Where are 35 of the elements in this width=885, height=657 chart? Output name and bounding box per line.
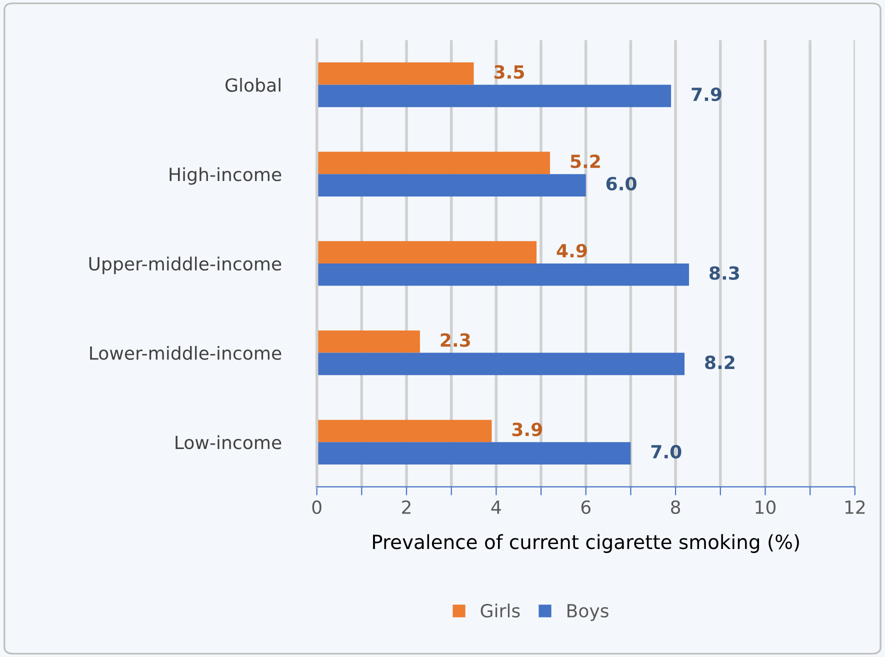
data-label: 7.9 [692,88,722,102]
x-tick-label: 10 [756,500,776,514]
x-tick-label: 8 [671,500,680,514]
bar [316,330,420,353]
bar [316,84,672,108]
bar [316,152,550,174]
bar [316,442,631,464]
y-tick-label: Low-income [176,435,282,450]
data-label: 8.2 [705,356,734,370]
y-tick-label: High-income [170,167,282,185]
data-label: 2.3 [440,333,470,347]
bar [316,420,492,442]
bar [316,241,537,264]
x-axis-title: Prevalence of current cigarette smoking (%) [373,534,799,553]
bar [316,62,474,85]
y-tick-label: Lower-middle-income [90,346,282,360]
x-tick-label: 0 [312,500,322,514]
bar [316,263,689,286]
data-label: 7.0 [651,444,682,459]
legend-label: Boys [568,604,608,622]
data-label: 5.2 [570,154,600,168]
y-tick-label: Upper-middle-income [89,256,282,274]
legend-label: Girls [480,604,520,618]
y-tick-label: Global [226,78,280,92]
x-tick-label: 2 [402,500,410,514]
data-label: 4.9 [556,244,587,258]
bar [316,174,586,196]
x-tick-label: 4 [491,500,501,514]
data-label: 3.5 [494,65,524,79]
x-tick-label: 12 [845,500,865,514]
data-label: 3.9 [512,422,542,436]
data-label: 6.0 [606,176,636,191]
bar [316,352,685,376]
data-label: 8.3 [710,266,739,280]
x-tick-label: 6 [581,500,590,514]
